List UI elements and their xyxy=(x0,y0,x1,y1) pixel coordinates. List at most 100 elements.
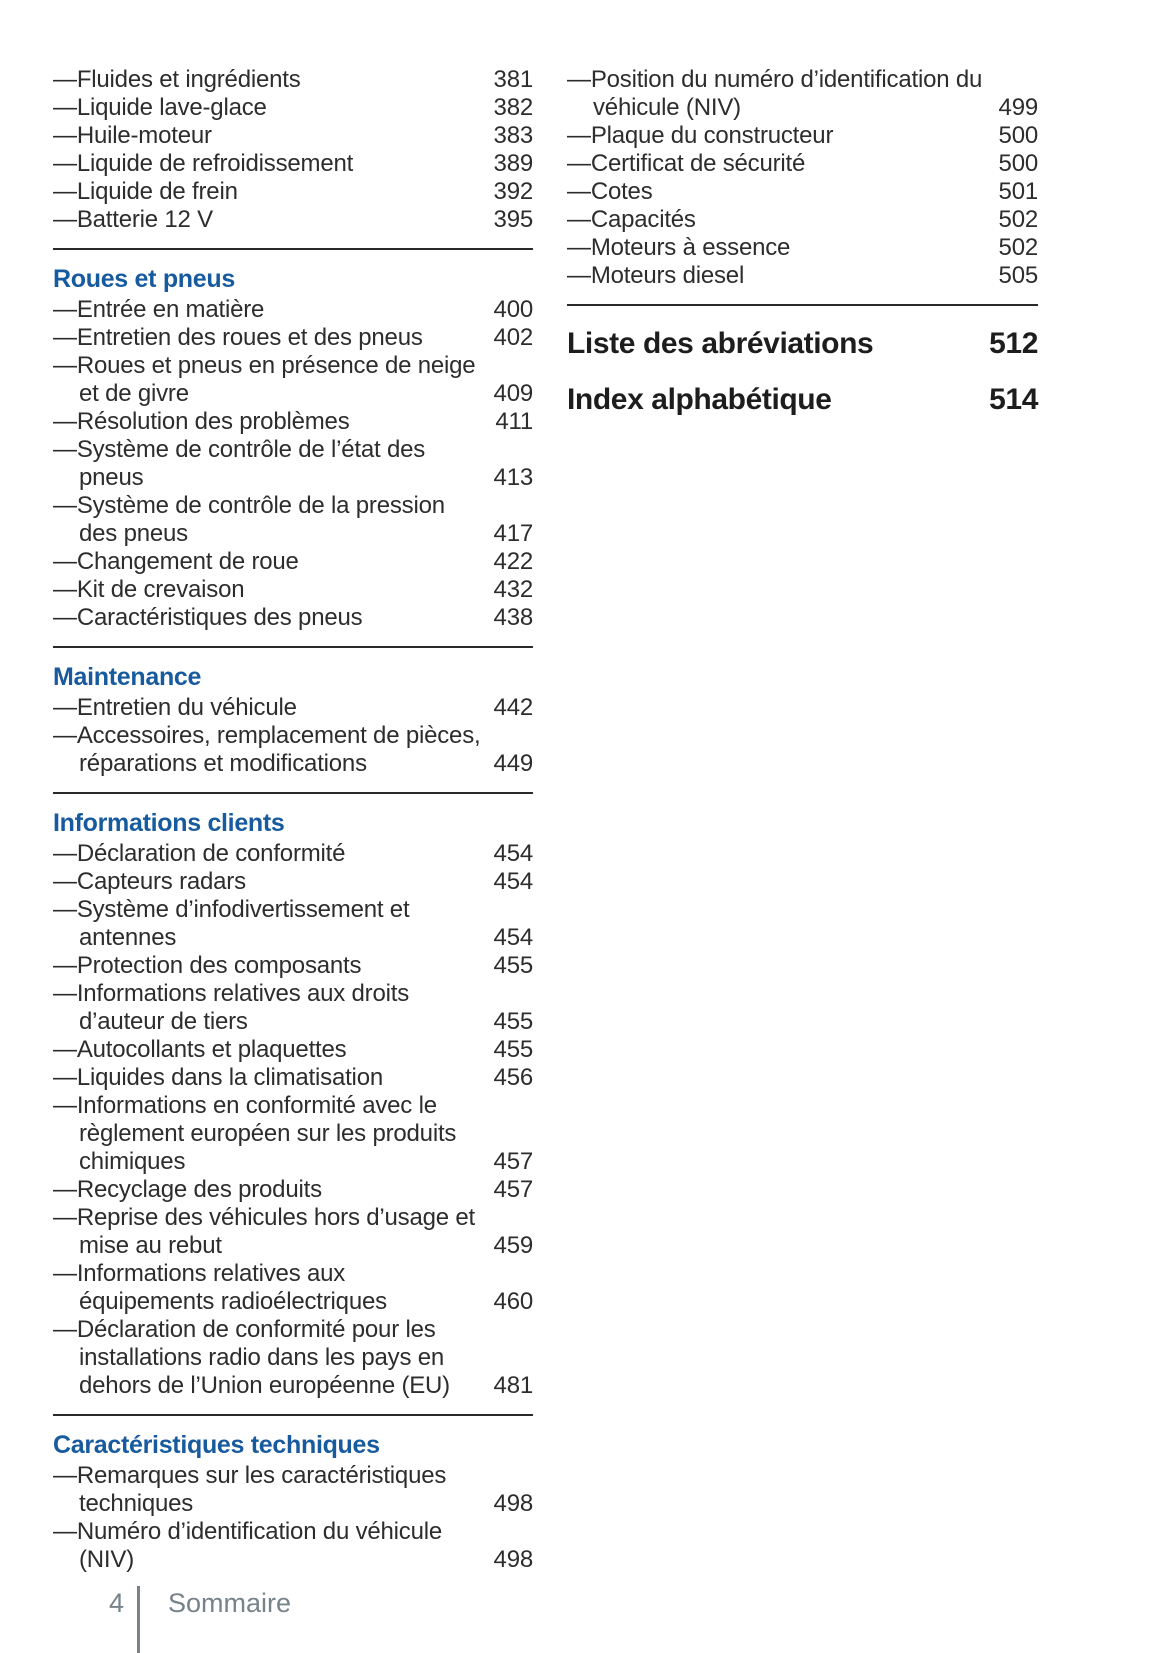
toc-entry: Système de contrôle de l’état des pneus 4… xyxy=(53,436,533,492)
footer-page-number: 4 xyxy=(108,1588,124,1618)
section-divider xyxy=(567,304,1038,306)
toc-entry-page: 457 xyxy=(493,1148,534,1175)
toc-entry-label: Entretien des roues et des pneus xyxy=(53,324,486,352)
toc-entry: Fluides et ingrédients 381 xyxy=(53,66,533,94)
footer-divider xyxy=(137,1586,140,1653)
toc-section-heading: Roues et pneus xyxy=(53,265,235,293)
toc-section: Roues et pneus Entrée en matière400Entret… xyxy=(53,266,533,632)
toc-entry: Caractéristiques des pneus 438 xyxy=(53,604,533,632)
toc-entry-page: 500 xyxy=(998,122,1039,149)
toc-entry: Kit de crevaison 432 xyxy=(53,576,533,604)
footer-section-label: Sommaire xyxy=(168,1588,292,1618)
toc-entry-page: 455 xyxy=(493,1036,534,1063)
toc-entry: Entrée en matière 400 xyxy=(53,296,533,324)
toc-entry-page: 402 xyxy=(493,324,534,351)
toc-entry-page: 500 xyxy=(998,150,1039,177)
toc-entry-label: Reprise des véhicules hors d’usage et mi… xyxy=(53,1204,486,1260)
toc-entry-page: 501 xyxy=(998,178,1039,205)
toc-entry-label: Déclaration de conformité xyxy=(53,840,486,868)
toc-entry-label: Autocollants et plaquettes xyxy=(53,1036,486,1064)
toc-entry: Moteurs à essence 502 xyxy=(567,234,1038,262)
toc-major-entry: Index alphabétique 514 xyxy=(567,382,1038,418)
toc-entry-label: Moteurs diesel xyxy=(567,262,991,290)
toc-entry-page: 456 xyxy=(493,1064,534,1091)
toc-entry: Résolution des problèmes 411 xyxy=(53,408,533,436)
toc-entry-page: 383 xyxy=(493,122,534,149)
toc-entry-page: 499 xyxy=(998,94,1039,121)
toc-entry-label: Fluides et ingrédients xyxy=(53,66,486,94)
toc-entry: Informations relatives aux droits d’aute… xyxy=(53,980,533,1036)
toc-entry-label: Certificat de sécurité xyxy=(567,150,991,178)
toc-entry: Position du numéro d’identification du v… xyxy=(567,66,1038,122)
section-divider xyxy=(53,646,533,648)
toc-entry-page: 460 xyxy=(493,1288,534,1315)
toc-entry-label: Système d’infodivertissement et antennes xyxy=(53,896,486,952)
toc-entry-label: Caractéristiques des pneus xyxy=(53,604,486,632)
toc-entry: Numéro d’identification du véhicule (NIV… xyxy=(53,1518,533,1574)
toc-section-heading: Maintenance xyxy=(53,663,202,691)
toc-entry-page: 457 xyxy=(493,1176,534,1203)
toc-entry: Roues et pneus en présence de neige et d… xyxy=(53,352,533,408)
section-divider xyxy=(53,792,533,794)
toc-entry-label: Liquide de frein xyxy=(53,178,486,206)
toc-entry: Informations relatives aux équipements r… xyxy=(53,1260,533,1316)
toc-entry-page: 422 xyxy=(493,548,534,575)
toc-major-entry-label: Liste des abréviations xyxy=(567,327,874,360)
toc-section-heading: Caractéristiques techniques xyxy=(53,1431,380,1459)
toc-entry-page: 400 xyxy=(493,296,534,323)
toc-entry: Changement de roue 422 xyxy=(53,548,533,576)
toc-entry-page: 411 xyxy=(495,408,533,435)
toc-entry-label: Entretien du véhicule xyxy=(53,694,486,722)
toc-entry: Certificat de sécurité 500 xyxy=(567,150,1038,178)
toc-entry-page: 505 xyxy=(998,262,1039,289)
toc-entry-label: Liquide lave-glace xyxy=(53,94,486,122)
toc-entry: Moteurs diesel 505 xyxy=(567,262,1038,290)
toc-entry: Plaque du constructeur 500 xyxy=(567,122,1038,150)
toc-major-entry-label: Index alphabétique xyxy=(567,383,832,416)
toc-entry: Protection des composants 455 xyxy=(53,952,533,980)
toc-section: Caractéristiques techniques Remarques sur… xyxy=(53,1432,533,1574)
toc-entry-label: Résolution des problèmes xyxy=(53,408,487,436)
toc-entry-label: Informations relatives aux droits d’aute… xyxy=(53,980,486,1036)
toc-entry: Système d’infodivertissement et antennes… xyxy=(53,896,533,952)
toc-entry: Liquide de refroidissement 389 xyxy=(53,150,533,178)
toc-section: Position du numéro d’identification du v… xyxy=(567,66,1038,290)
toc-major-entry-page: 514 xyxy=(989,383,1038,416)
section-divider xyxy=(53,1414,533,1416)
section-divider xyxy=(53,248,533,250)
toc-entry-label: Roues et pneus en présence de neige et d… xyxy=(53,352,486,408)
toc-entry: Liquide de frein 392 xyxy=(53,178,533,206)
toc-entry-label: Cotes xyxy=(567,178,991,206)
toc-entry-page: 454 xyxy=(493,868,534,895)
toc-entry: Liquide lave-glace 382 xyxy=(53,94,533,122)
toc-entry: Recyclage des produits 457 xyxy=(53,1176,533,1204)
toc-entry: Informations en conformité avec le règle… xyxy=(53,1092,533,1176)
toc-entry: Déclaration de conformité pour les insta… xyxy=(53,1316,533,1400)
toc-entry-label: Informations en conformité avec le règle… xyxy=(53,1092,486,1176)
toc-entry-page: 455 xyxy=(493,1008,534,1035)
toc-entry-page: 454 xyxy=(493,840,534,867)
toc-entry: Déclaration de conformité 454 xyxy=(53,840,533,868)
toc-entry: Huile-moteur 383 xyxy=(53,122,533,150)
toc-entry-page: 382 xyxy=(493,94,534,121)
toc-entry-label: Capacités xyxy=(567,206,991,234)
toc-entry-label: Recyclage des produits xyxy=(53,1176,486,1204)
toc-entry-label: Accessoires, remplacement de pièces, rép… xyxy=(53,722,486,778)
toc-entry-page: 432 xyxy=(493,576,534,603)
toc-entry-label: Système de contrôle de l’état des pneus xyxy=(53,436,486,492)
toc-column-left: Fluides et ingrédients381Liquide lave-gl… xyxy=(53,66,533,1574)
toc-entry-label: Numéro d’identification du véhicule (NIV… xyxy=(53,1518,486,1574)
toc-section: Maintenance Entretien du véhicule 442 Acces… xyxy=(53,664,533,778)
toc-major-entry-page: 512 xyxy=(989,327,1038,360)
toc-section: Informations clients Déclaration de confo… xyxy=(53,810,533,1400)
toc-entry-label: Liquides dans la climatisation xyxy=(53,1064,486,1092)
toc-entry: Autocollants et plaquettes 455 xyxy=(53,1036,533,1064)
toc-entry-label: Changement de roue xyxy=(53,548,486,576)
toc-section-heading: Informations clients xyxy=(53,809,285,837)
toc-entry-label: Position du numéro d’identification du v… xyxy=(567,66,991,122)
toc-entry-label: Système de contrôle de la pression des p… xyxy=(53,492,486,548)
toc-entry-label: Kit de crevaison xyxy=(53,576,486,604)
toc-entry-page: 454 xyxy=(493,924,534,951)
toc-entry-page: 413 xyxy=(493,464,534,491)
toc-entry-page: 498 xyxy=(493,1546,534,1573)
